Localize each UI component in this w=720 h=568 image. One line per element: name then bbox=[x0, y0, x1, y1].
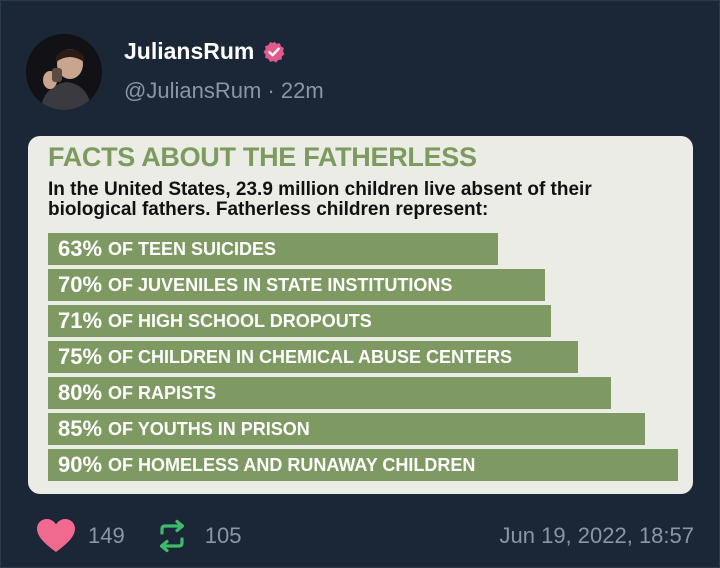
stat-percent: 80% bbox=[58, 380, 103, 405]
separator: · bbox=[267, 78, 275, 103]
stat-bar: 80% OF RAPISTS bbox=[48, 377, 611, 409]
timestamp[interactable]: Jun 19, 2022, 18:57 bbox=[499, 523, 695, 548]
stat-percent: 90% bbox=[58, 452, 103, 477]
stat-bar: 85% OF YOUTHS IN PRISON bbox=[48, 413, 645, 445]
card-intro: In the United States, 23.9 million child… bbox=[48, 179, 592, 220]
avatar[interactable] bbox=[26, 34, 102, 110]
stat-label: OF HOMELESS AND RUNAWAY CHILDREN bbox=[108, 454, 476, 475]
stat-percent: 70% bbox=[58, 272, 103, 297]
stat-bar: 90% OF HOMELESS AND RUNAWAY CHILDREN bbox=[48, 449, 678, 481]
like-count[interactable]: 149 bbox=[88, 523, 125, 548]
heart-icon[interactable] bbox=[36, 518, 76, 554]
stat-percent: 75% bbox=[58, 344, 103, 369]
stat-label: OF RAPISTS bbox=[108, 382, 217, 403]
infographic-card[interactable]: FACTS ABOUT THE FATHERLESS In the United… bbox=[28, 136, 693, 494]
handle[interactable]: @JuliansRum bbox=[124, 78, 262, 103]
avatar-image bbox=[26, 34, 102, 110]
time-ago[interactable]: 22m bbox=[280, 78, 324, 103]
stat-percent: 85% bbox=[58, 416, 103, 441]
stat-label: OF HIGH SCHOOL DROPOUTS bbox=[108, 310, 372, 331]
display-name[interactable]: JuliansRum bbox=[124, 38, 255, 64]
stat-bar: 70% OF JUVENILES IN STATE INSTITUTIONS bbox=[48, 269, 545, 301]
stat-bar: 71% OF HIGH SCHOOL DROPOUTS bbox=[48, 305, 551, 337]
stat-bar: 63% OF TEEN SUICIDES bbox=[48, 233, 498, 265]
stat-label: OF TEEN SUICIDES bbox=[108, 238, 277, 259]
author-name-row[interactable]: JuliansRum bbox=[124, 38, 286, 65]
handle-line: @JuliansRum · 22m bbox=[124, 78, 324, 104]
stat-label: OF CHILDREN IN CHEMICAL ABUSE CENTERS bbox=[108, 346, 513, 367]
stat-percent: 71% bbox=[58, 308, 103, 333]
stat-label: OF YOUTHS IN PRISON bbox=[108, 418, 310, 439]
retweet-count[interactable]: 105 bbox=[204, 523, 242, 548]
action-bar: 149 105 Jun 19, 2022, 18:57 bbox=[36, 518, 694, 554]
stat-percent: 63% bbox=[58, 236, 103, 261]
stat-label: OF JUVENILES IN STATE INSTITUTIONS bbox=[108, 274, 453, 295]
stat-bar: 75% OF CHILDREN IN CHEMICAL ABUSE CENTER… bbox=[48, 341, 578, 373]
retweet-icon[interactable] bbox=[155, 519, 189, 553]
card-title: FACTS ABOUT THE FATHERLESS bbox=[48, 142, 477, 172]
verified-badge-icon bbox=[262, 40, 286, 64]
